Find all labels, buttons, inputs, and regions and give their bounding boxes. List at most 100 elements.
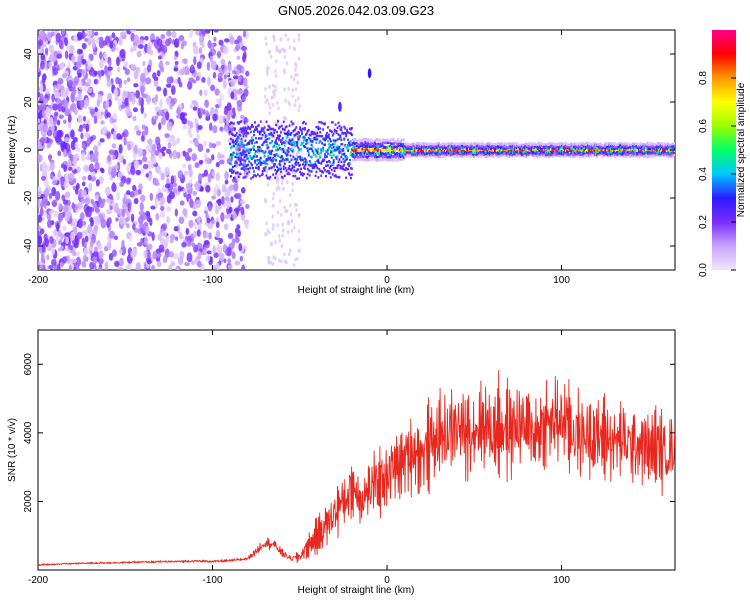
spectrogram-carrier-cell — [355, 141, 358, 144]
spectrogram-carrier-cell — [651, 148, 654, 151]
spectrogram-noise-cell — [219, 126, 224, 132]
spectrogram-carrier-cell — [280, 138, 283, 141]
spectrogram-carrier-cell — [291, 123, 294, 126]
spectrogram-carrier-cell — [509, 153, 512, 157]
spectrogram-noise-cell — [92, 145, 99, 152]
spectrogram-noise-cell — [153, 181, 160, 186]
spectrogram-carrier-cell — [599, 153, 602, 157]
spectrogram-noise-cell — [125, 190, 131, 196]
spectrogram-carrier-cell — [525, 145, 528, 148]
spectrogram-carrier-cell — [544, 148, 547, 151]
spectrogram-carrier-cell — [436, 142, 439, 145]
spectrogram-carrier-cell — [543, 152, 546, 155]
spectrogram-carrier-cell — [610, 142, 613, 145]
spectrogram-carrier-cell — [371, 149, 374, 152]
spectrogram-noise-cell — [104, 261, 109, 270]
spectrogram-carrier-cell — [536, 143, 539, 147]
spectrogram-noise-cell — [213, 30, 219, 33]
spectrogram-carrier-cell — [505, 151, 508, 155]
spectrogram-carrier-cell — [342, 147, 345, 151]
spectrogram-carrier-cell — [339, 167, 342, 170]
spectrogram-noise-cell — [240, 206, 245, 216]
spectrogram-carrier-cell — [517, 147, 519, 151]
spectrogram-carrier-cell — [490, 147, 493, 151]
spectrogram-carrier-cell — [613, 147, 615, 151]
spectrogram-carrier-cell — [274, 176, 277, 179]
spectrogram-carrier-cell — [519, 151, 522, 155]
spectrogram-carrier-cell — [613, 153, 615, 156]
spectrogram-carrier-cell — [365, 155, 368, 158]
spectrogram-carrier-cell — [242, 135, 245, 138]
spectrogram-carrier-cell — [289, 139, 292, 143]
spectrogram-noise-cell — [183, 65, 190, 76]
spectrogram-noise-cell — [84, 37, 89, 42]
spectrogram-carrier-cell — [513, 143, 516, 147]
spectrogram-carrier-cell — [239, 134, 242, 137]
spectrogram-noise-cell — [176, 137, 180, 144]
spectrogram-carrier-cell — [586, 145, 589, 148]
spectrogram-noise-cell — [199, 36, 203, 46]
spectrogram-carrier-cell — [392, 159, 395, 162]
spectrogram-carrier-cell — [409, 150, 412, 154]
spectrogram-carrier-cell — [601, 155, 604, 158]
spectrogram-carrier-cell — [389, 148, 392, 151]
spectrogram-carrier-cell — [526, 146, 529, 149]
spectrogram-carrier-cell — [311, 149, 314, 153]
spectrogram-carrier-cell — [604, 154, 607, 157]
spectrogram-carrier-cell — [642, 149, 645, 152]
spectrogram-carrier-cell — [254, 150, 257, 153]
spectrogram-carrier-cell — [326, 136, 329, 139]
spectrogram-carrier-cell — [440, 148, 443, 151]
spectrogram-carrier-cell — [446, 153, 448, 156]
spectrogram-carrier-cell — [332, 161, 335, 164]
spectrogram-carrier-cell — [565, 150, 568, 153]
spectrogram-carrier-cell — [595, 155, 598, 158]
spectrogram-carrier-cell — [514, 146, 517, 150]
spectrogram-carrier-cell — [308, 174, 311, 177]
spectrogram-streak-cell — [273, 94, 276, 99]
spectrogram-noise-cell — [62, 180, 69, 189]
spectrogram-carrier-cell — [652, 147, 655, 150]
spectrogram-carrier-cell — [532, 151, 535, 154]
spectrogram-carrier-cell — [290, 131, 293, 135]
spectrogram-carrier-cell — [508, 152, 511, 156]
spectrogram-carrier-cell — [407, 152, 410, 155]
spectrogram-noise-cell — [136, 50, 142, 58]
spectrogram-noise-cell — [238, 242, 243, 252]
spectrogram-carrier-cell — [615, 153, 618, 156]
spectrogram-noise-cell — [106, 209, 111, 215]
spectrogram-carrier-cell — [235, 137, 238, 141]
spectrogram-carrier-cell — [526, 148, 529, 152]
spectrogram-noise-cell — [229, 35, 235, 45]
spectrogram-carrier-cell — [291, 164, 294, 167]
spectrogram-carrier-cell — [353, 145, 356, 149]
spectrogram-carrier-cell — [314, 161, 317, 164]
spectrogram-streak-cell — [276, 101, 279, 106]
spectrogram-noise-cell — [233, 182, 239, 192]
spectrogram-carrier-cell — [619, 153, 622, 157]
spectrogram-noise-cell — [231, 251, 236, 260]
spectrogram-carrier-cell — [328, 145, 331, 148]
spectrogram-carrier-cell — [647, 145, 650, 149]
spectrogram-carrier-cell — [514, 148, 517, 152]
spectrogram-carrier-cell — [583, 151, 586, 154]
spectrogram-carrier-cell — [657, 151, 660, 154]
spectrogram-carrier-cell — [369, 142, 372, 146]
spectrogram-carrier-cell — [363, 143, 366, 146]
spectrogram-carrier-cell — [480, 147, 483, 150]
spectrogram-carrier-cell — [391, 138, 394, 141]
spectrogram-noise-cell — [162, 257, 168, 263]
spectrogram-carrier-cell — [551, 153, 554, 157]
spectrogram-carrier-cell — [411, 142, 414, 146]
spectrogram-carrier-cell — [266, 137, 269, 141]
spectrogram-carrier-cell — [398, 140, 401, 143]
spectrogram-carrier-cell — [654, 147, 657, 151]
spectrogram-carrier-cell — [473, 151, 476, 155]
spectrogram-carrier-cell — [486, 151, 489, 154]
spectrogram-carrier-cell — [510, 145, 513, 148]
spectrogram-carrier-cell — [502, 147, 505, 151]
spectrogram-carrier-cell — [499, 143, 502, 147]
spectrogram-carrier-cell — [384, 146, 387, 149]
spectrogram-carrier-cell — [341, 132, 344, 135]
spectrogram-carrier-cell — [556, 143, 559, 147]
